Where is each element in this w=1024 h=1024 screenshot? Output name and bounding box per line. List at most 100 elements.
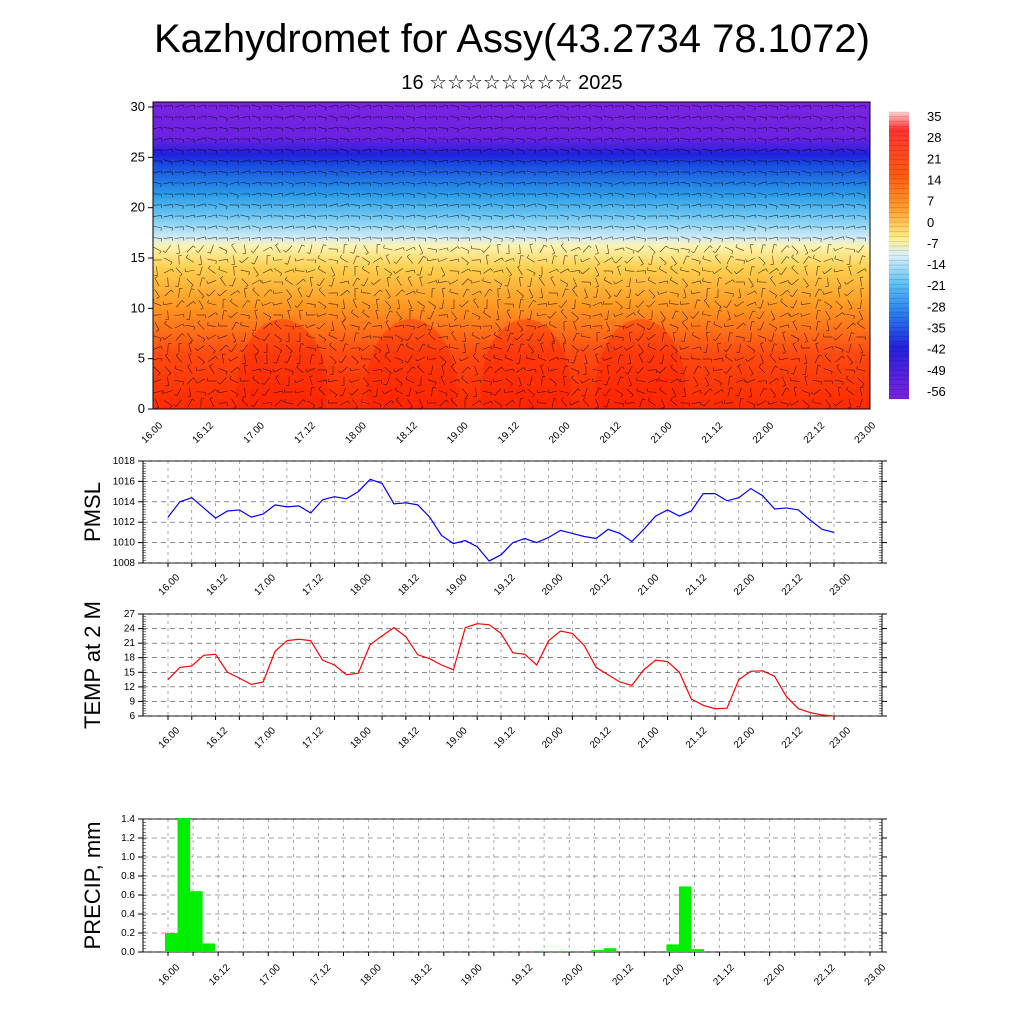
wind-barb-flag [417,364,421,368]
wind-barb-flag [689,225,691,229]
wind-barb-flag [576,350,579,354]
wind-barb-flag [670,397,673,401]
wind-barb [306,335,316,339]
wind-barb [253,267,259,275]
wind-barb [735,259,745,261]
wind-barb [526,127,536,129]
wind-barb-flag [252,329,256,331]
wind-barb-flag [284,361,288,364]
wind-barb [153,335,162,339]
wind-barb [240,214,250,218]
wind-barb [218,390,228,394]
wind-barb [562,288,566,298]
wind-barb-flag [427,329,431,331]
wind-barb [221,354,225,364]
wind-barb [573,277,577,287]
wind-barb-flag [513,368,515,373]
wind-barb [605,388,611,396]
wind-barb-flag [238,237,240,241]
wind-barb-flag [493,331,496,335]
wind-barb [240,127,250,129]
wind-barb [537,324,547,328]
wind-barb-flag [414,214,416,219]
wind-barb-flag [612,137,614,142]
wind-barb [769,355,777,363]
wind-barb [638,354,644,364]
wind-barb-flag [659,386,662,390]
wind-barb [549,378,557,384]
wind-barb-flag [545,227,547,231]
chart-subtitle: 16 ☆☆☆☆☆☆☆☆ 2025 [401,72,623,94]
wind-barb [823,115,833,119]
wind-barb-flag [556,269,559,273]
wind-barb-flag [508,274,512,277]
wind-barb [724,115,734,119]
wind-barb-flag [347,400,350,404]
wind-barb [178,244,180,254]
wind-barb [548,204,558,206]
wind-barb [537,148,547,152]
wind-barb-flag [557,137,559,141]
wind-barb-flag [424,150,426,154]
wind-barb [581,137,591,141]
wind-barb [405,115,415,119]
wind-barb [328,181,338,185]
wind-barb [735,225,745,229]
time-tick-label: 21.00 [636,725,662,751]
wind-barb-flag [769,353,773,356]
y-axis-label: PRECIP, mm [80,822,105,950]
wind-barb-flag [314,150,316,154]
wind-barb-flag [394,386,397,390]
wind-barb-flag [469,148,471,153]
wind-barb-flag [558,305,562,308]
colorbar-label: -7 [927,236,939,251]
wind-barb [592,159,602,163]
wind-barb [372,126,382,130]
wind-barb [713,148,723,152]
wind-barb [373,279,381,285]
wind-barb-flag [315,225,317,229]
wind-barb [362,268,370,274]
time-tick-label: 17.00 [258,962,284,988]
wind-barb [506,310,512,320]
wind-barb [153,181,162,185]
wind-barb [515,126,525,130]
wind-barb [680,236,690,240]
wind-barb-flag [171,268,174,272]
wind-barb [341,321,347,331]
wind-barb [691,193,701,195]
wind-barb-flag [640,351,644,354]
wind-barb [706,321,708,331]
wind-barb [603,225,613,229]
wind-barb-flag [391,205,393,210]
wind-barb [746,159,756,163]
wind-barb [801,116,811,118]
wind-barb [493,116,503,118]
wind-barb [229,236,239,240]
wind-barb-flag [831,118,833,122]
wind-barb [482,356,492,362]
wind-barb [559,214,569,218]
wind-barb [156,266,158,276]
wind-barb [581,302,591,306]
wind-barb-flag [565,365,569,367]
wind-barb-flag [294,257,296,262]
wind-barb [823,226,833,228]
wind-barb-flag [479,184,481,188]
wind-barb [629,277,631,287]
wind-barb [416,291,426,295]
wind-barb [449,105,459,107]
wind-barb-flag [718,277,723,279]
wind-barb [405,237,415,239]
wind-barb [285,279,293,285]
wind-barb [757,148,767,152]
wind-barb [320,244,324,254]
wind-barb-flag [172,215,174,219]
wind-barb [405,246,415,252]
wind-barb-flag [493,354,495,358]
wind-barb-flag [318,386,322,390]
wind-barb [186,257,194,263]
wind-barb [659,366,667,374]
wind-barb [790,137,800,141]
wind-barb [339,127,349,129]
